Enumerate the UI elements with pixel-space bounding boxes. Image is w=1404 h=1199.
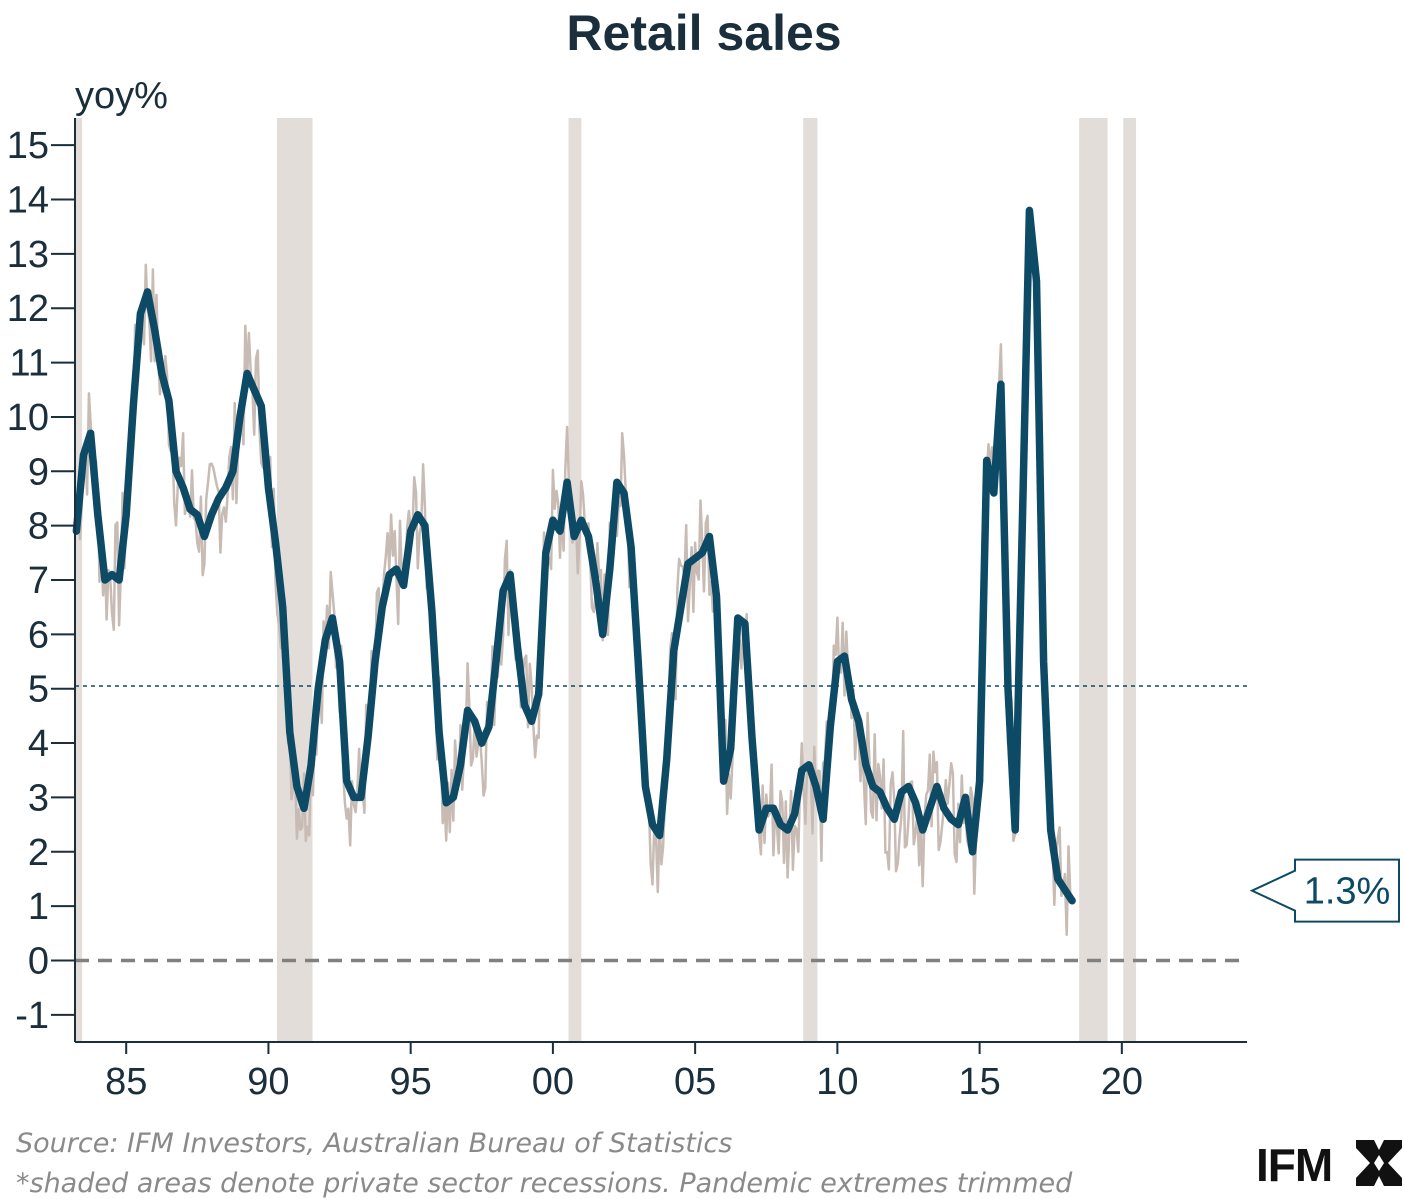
footnote: *shaded areas denote private sector rece… — [16, 1168, 1073, 1199]
callout-box — [1249, 858, 1400, 923]
callout-label: 1.3% — [1304, 871, 1391, 913]
recession-shading — [75, 118, 1137, 1042]
y-tick-label: 1 — [28, 886, 49, 928]
y-tick-label: -1 — [15, 995, 49, 1037]
ifm-logo-text: IFM — [1256, 1139, 1333, 1191]
y-tick-label: 9 — [28, 451, 49, 493]
smoothed-series — [72, 206, 1076, 905]
y-tick-label: 0 — [28, 940, 49, 982]
y-tick-label: 8 — [28, 506, 49, 548]
y-tick-label: 4 — [28, 723, 49, 765]
y-tick-label: 5 — [28, 669, 49, 711]
x-tick-label: 95 — [390, 1061, 432, 1103]
recession-band-3 — [803, 118, 818, 1042]
x-tick-label: 05 — [674, 1061, 716, 1103]
source-note: Source: IFM Investors, Australian Bureau… — [16, 1128, 733, 1159]
latest-value-callout: 1.3% — [1249, 858, 1400, 923]
y-tick-label: 10 — [7, 397, 49, 439]
x-tick-label: 90 — [247, 1061, 289, 1103]
y-tick-label: 6 — [28, 614, 49, 656]
x-tick-label: 00 — [532, 1061, 574, 1103]
recession-band-0 — [75, 118, 83, 1042]
ifm-logo-icon — [1356, 1140, 1402, 1186]
recession-band-2 — [568, 118, 582, 1042]
y-tick-label: 2 — [28, 832, 49, 874]
x-tick-label: 15 — [958, 1061, 1000, 1103]
x-tick-label: 10 — [816, 1061, 858, 1103]
y-tick-label: 15 — [7, 125, 49, 167]
y-tick-label: 3 — [28, 777, 49, 819]
reference-lines — [75, 685, 1247, 963]
y-tick-label: 14 — [7, 180, 49, 222]
y-tick-label: 13 — [7, 234, 49, 276]
recession-band-5 — [1123, 118, 1137, 1042]
y-axis-label: yoy% — [75, 75, 168, 117]
x-tick-label: 20 — [1101, 1061, 1143, 1103]
smoothed-line — [72, 206, 1076, 905]
y-tick-label: 12 — [7, 288, 49, 330]
y-tick-label: 7 — [28, 560, 49, 602]
y-tick-label: 11 — [10, 343, 49, 385]
chart-title: Retail sales — [566, 5, 841, 61]
x-tick-label: 85 — [105, 1061, 147, 1103]
recession-band-4 — [1079, 118, 1108, 1042]
